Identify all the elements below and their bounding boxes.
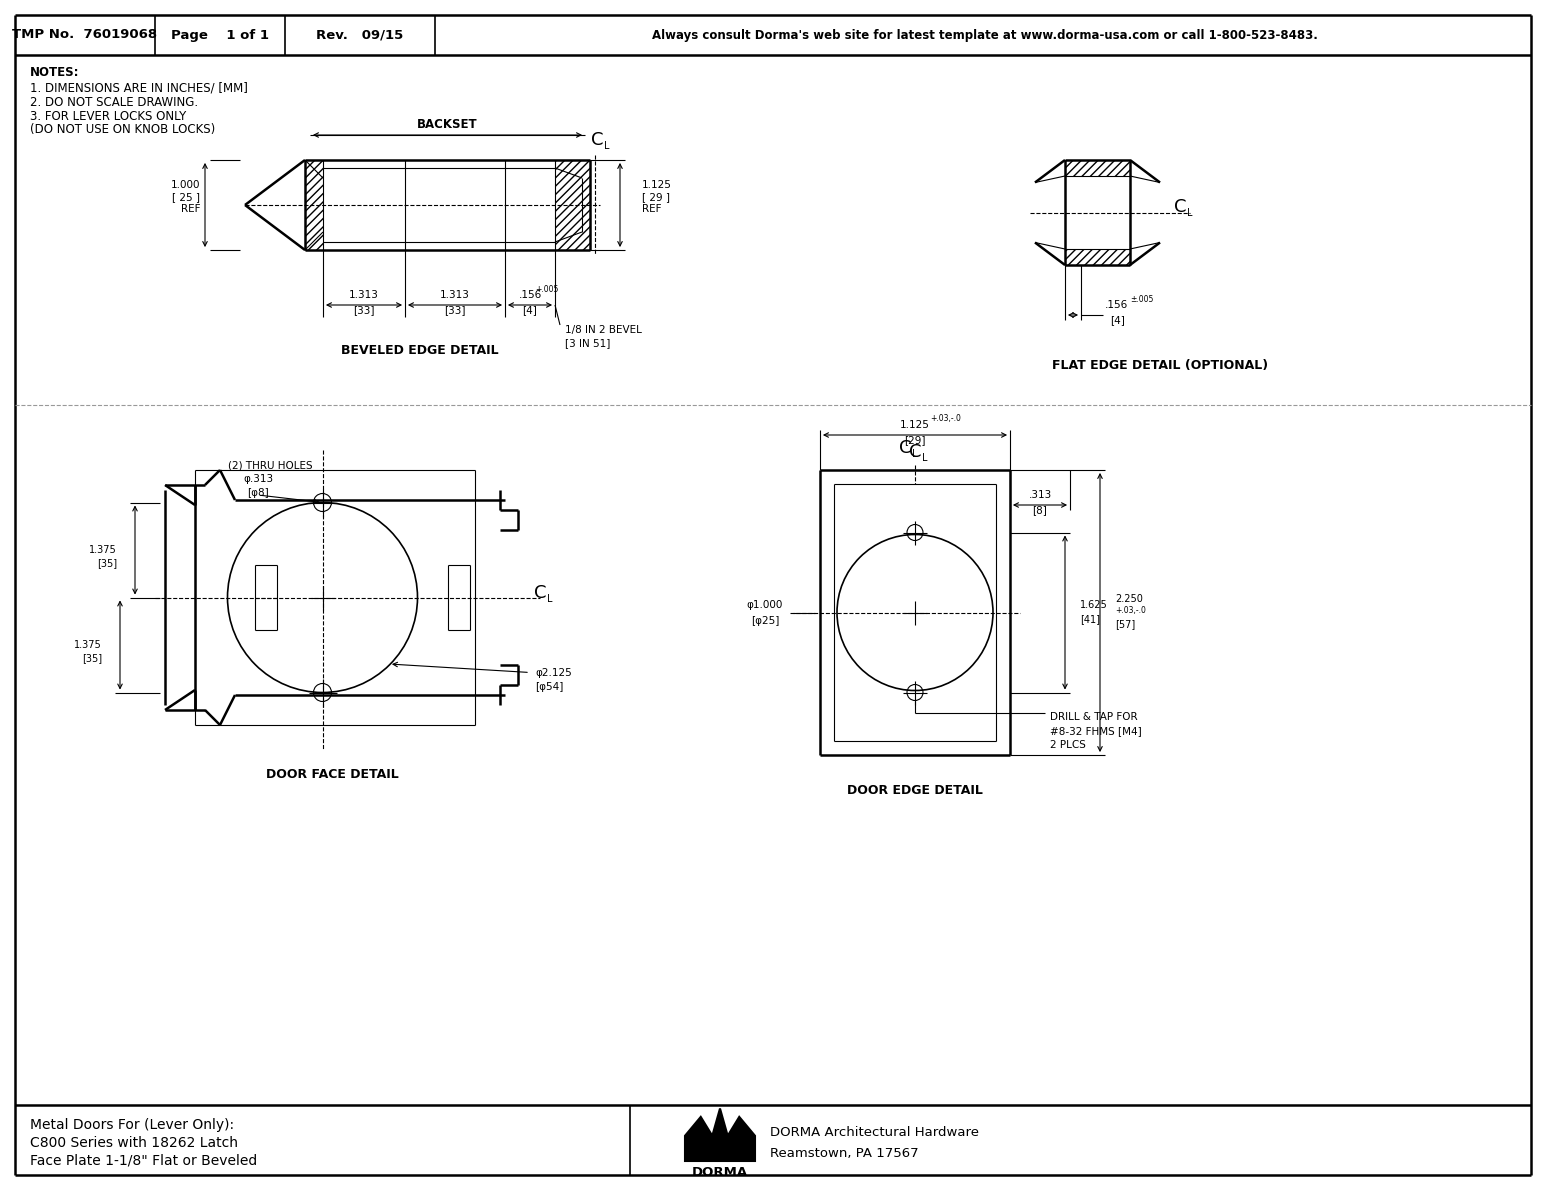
- Text: [ 29 ]: [ 29 ]: [642, 192, 669, 202]
- Text: ±.005: ±.005: [1130, 295, 1153, 305]
- Text: 1.625: 1.625: [1081, 601, 1108, 610]
- Text: +.005: +.005: [535, 286, 558, 294]
- Text: L: L: [604, 140, 609, 151]
- Text: [35]: [35]: [97, 558, 117, 568]
- Text: 1/8 IN 2 BEVEL: 1/8 IN 2 BEVEL: [564, 325, 642, 336]
- Text: DOOR FACE DETAIL: DOOR FACE DETAIL: [266, 769, 399, 782]
- Text: +.03,-.0: +.03,-.0: [1115, 606, 1146, 615]
- Text: #8-32 FHMS [M4]: #8-32 FHMS [M4]: [1050, 727, 1142, 737]
- Text: [ 25 ]: [ 25 ]: [172, 192, 199, 202]
- Text: DRILL & TAP FOR: DRILL & TAP FOR: [1050, 713, 1138, 722]
- Text: BEVELED EDGE DETAIL: BEVELED EDGE DETAIL: [342, 344, 499, 357]
- Text: [4]: [4]: [523, 305, 538, 315]
- Text: 2 PLCS: 2 PLCS: [1050, 740, 1085, 751]
- Bar: [555, 159, 591, 250]
- Text: DOOR EDGE DETAIL: DOOR EDGE DETAIL: [847, 783, 983, 796]
- Text: [8]: [8]: [1033, 505, 1048, 515]
- Text: 2. DO NOT SCALE DRAWING.: 2. DO NOT SCALE DRAWING.: [29, 95, 198, 108]
- Text: Page    1 of 1: Page 1 of 1: [172, 29, 269, 42]
- Text: 1.313: 1.313: [349, 290, 379, 300]
- Bar: [1065, 159, 1130, 176]
- Text: φ1.000: φ1.000: [747, 601, 784, 610]
- Text: [35]: [35]: [82, 653, 102, 663]
- Text: Face Plate 1-1/8" Flat or Beveled: Face Plate 1-1/8" Flat or Beveled: [29, 1154, 257, 1169]
- Text: 1.375: 1.375: [74, 640, 102, 650]
- Text: $\mathsf{C}$: $\mathsf{C}$: [1173, 199, 1187, 217]
- Text: (DO NOT USE ON KNOB LOCKS): (DO NOT USE ON KNOB LOCKS): [29, 124, 215, 137]
- Text: [33]: [33]: [444, 305, 465, 315]
- Text: [33]: [33]: [352, 305, 374, 315]
- Text: C800 Series with 18262 Latch: C800 Series with 18262 Latch: [29, 1136, 238, 1150]
- Text: φ2.125: φ2.125: [535, 668, 572, 677]
- Text: $\mathsf{C}$: $\mathsf{C}$: [533, 583, 547, 601]
- Text: L: L: [1187, 208, 1192, 219]
- Text: BACKSET: BACKSET: [417, 119, 478, 132]
- Text: (2) THRU HOLES: (2) THRU HOLES: [227, 461, 312, 470]
- Text: [4]: [4]: [1110, 315, 1125, 325]
- Text: +.03,-.0: +.03,-.0: [931, 414, 962, 424]
- Text: FLAT EDGE DETAIL (OPTIONAL): FLAT EDGE DETAIL (OPTIONAL): [1051, 358, 1268, 371]
- Text: [φ25]: [φ25]: [751, 615, 779, 626]
- Text: Metal Doors For (Lever Only):: Metal Doors For (Lever Only):: [29, 1117, 233, 1132]
- Text: $\mathsf{C}$: $\mathsf{C}$: [591, 131, 604, 149]
- Text: [41]: [41]: [1081, 614, 1101, 625]
- Text: [φ8]: [φ8]: [247, 488, 269, 497]
- Bar: [1065, 249, 1130, 265]
- Text: 1.125: 1.125: [900, 420, 931, 430]
- Text: Reamstown, PA 17567: Reamstown, PA 17567: [770, 1146, 918, 1159]
- Text: 3. FOR LEVER LOCKS ONLY: 3. FOR LEVER LOCKS ONLY: [29, 109, 186, 123]
- Text: 1.375: 1.375: [90, 545, 117, 555]
- Polygon shape: [685, 1109, 754, 1161]
- Text: Always consult Dorma's web site for latest template at www.dorma-usa.com or call: Always consult Dorma's web site for late…: [652, 29, 1317, 42]
- Text: NOTES:: NOTES:: [29, 65, 79, 79]
- Text: .156: .156: [518, 290, 541, 300]
- Text: DORMA Architectural Hardware: DORMA Architectural Hardware: [770, 1127, 979, 1140]
- Text: 2.250: 2.250: [1115, 594, 1142, 603]
- Text: [29]: [29]: [904, 436, 926, 445]
- Text: L: L: [912, 449, 917, 459]
- Text: REF: REF: [181, 203, 199, 214]
- Text: Rev.   09/15: Rev. 09/15: [317, 29, 404, 42]
- Text: .313: .313: [1028, 490, 1051, 500]
- Text: DORMA: DORMA: [693, 1166, 748, 1179]
- Text: φ.313: φ.313: [243, 474, 274, 484]
- Text: [57]: [57]: [1115, 620, 1135, 630]
- Bar: [305, 159, 323, 250]
- Text: [φ54]: [φ54]: [535, 682, 563, 691]
- Text: L: L: [921, 453, 928, 463]
- Text: 1.000: 1.000: [170, 180, 199, 190]
- Text: TMP No.  76019068: TMP No. 76019068: [12, 29, 158, 42]
- Text: $\mathsf{C}$: $\mathsf{C}$: [908, 443, 921, 461]
- Text: 1.313: 1.313: [441, 290, 470, 300]
- Text: L: L: [547, 594, 552, 603]
- Text: .156: .156: [1105, 300, 1129, 311]
- Text: [3 IN 51]: [3 IN 51]: [564, 338, 611, 347]
- Text: REF: REF: [642, 203, 662, 214]
- Text: $\mathsf{C}$: $\mathsf{C}$: [898, 439, 912, 457]
- Text: 1.125: 1.125: [642, 180, 673, 190]
- Text: 1. DIMENSIONS ARE IN INCHES/ [MM]: 1. DIMENSIONS ARE IN INCHES/ [MM]: [29, 81, 247, 94]
